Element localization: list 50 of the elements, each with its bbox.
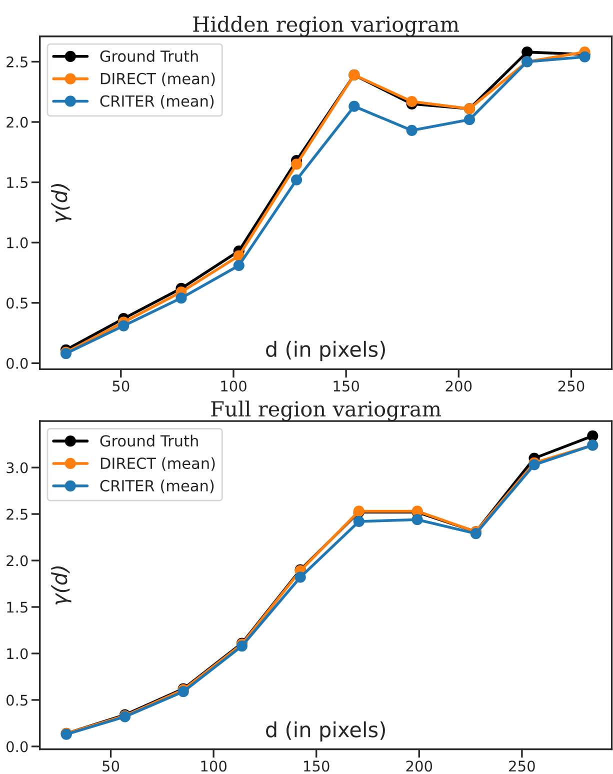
point [579, 51, 590, 62]
y-axis-title: γ(d) [51, 566, 72, 605]
y-tick-label: 2.5 [6, 56, 28, 68]
point [353, 516, 364, 528]
x-tick-label: 250 [509, 760, 535, 772]
point [464, 114, 476, 126]
x-tick-label: 100 [221, 380, 246, 392]
point [406, 96, 418, 108]
chart-title: Hidden region variogram [193, 16, 460, 36]
legend-label: Ground Truth [100, 50, 198, 62]
y-axis-title: γ(d) [51, 184, 72, 222]
y-tick-label: 0.5 [6, 694, 28, 706]
y-tick-label: 1.5 [7, 602, 28, 613]
x-tick-label: 250 [558, 380, 584, 392]
y-tick-label: 1.0 [7, 237, 28, 248]
legend-label: CRITER (mean) [100, 94, 214, 109]
y-tick-label: 0.5 [6, 298, 28, 309]
x-tick-label: 150 [304, 760, 330, 772]
x-tick-label: 50 [102, 760, 120, 772]
chart-title: Full region variogram [211, 400, 441, 422]
point [587, 430, 598, 442]
y-tick-label: 2.5 [6, 508, 28, 520]
x-axis-title: d (in pixels) [266, 340, 385, 362]
x-tick-label: 200 [446, 380, 472, 392]
point [176, 292, 187, 304]
legend-label: DIRECT (mean) [100, 72, 215, 86]
y-tick-label: 0.0 [6, 741, 28, 752]
y-tick-label: 1.5 [7, 177, 28, 188]
point [118, 320, 130, 332]
x-tick-label: 50 [112, 380, 130, 392]
point [294, 572, 306, 583]
point [522, 46, 533, 58]
point [348, 100, 360, 112]
legend-label: DIRECT (mean) [100, 457, 215, 471]
x-tick-label: 200 [406, 760, 432, 772]
y-tick-label: 3.0 [6, 462, 28, 474]
x-tick-label: 100 [201, 760, 227, 772]
x-axis-title: d (in pixels) [266, 721, 385, 742]
point [290, 174, 302, 186]
y-tick-label: 0.0 [6, 358, 28, 369]
legend-label: Ground Truth [100, 434, 198, 447]
y-tick-label: 2.0 [6, 555, 28, 566]
x-tick-label: 150 [334, 380, 360, 392]
y-tick-label: 1.0 [7, 648, 28, 660]
point [233, 260, 244, 272]
point [406, 124, 418, 136]
point [412, 514, 423, 526]
legend-label: CRITER (mean) [100, 480, 214, 494]
point [290, 158, 302, 170]
y-tick-label: 2.0 [6, 116, 28, 128]
